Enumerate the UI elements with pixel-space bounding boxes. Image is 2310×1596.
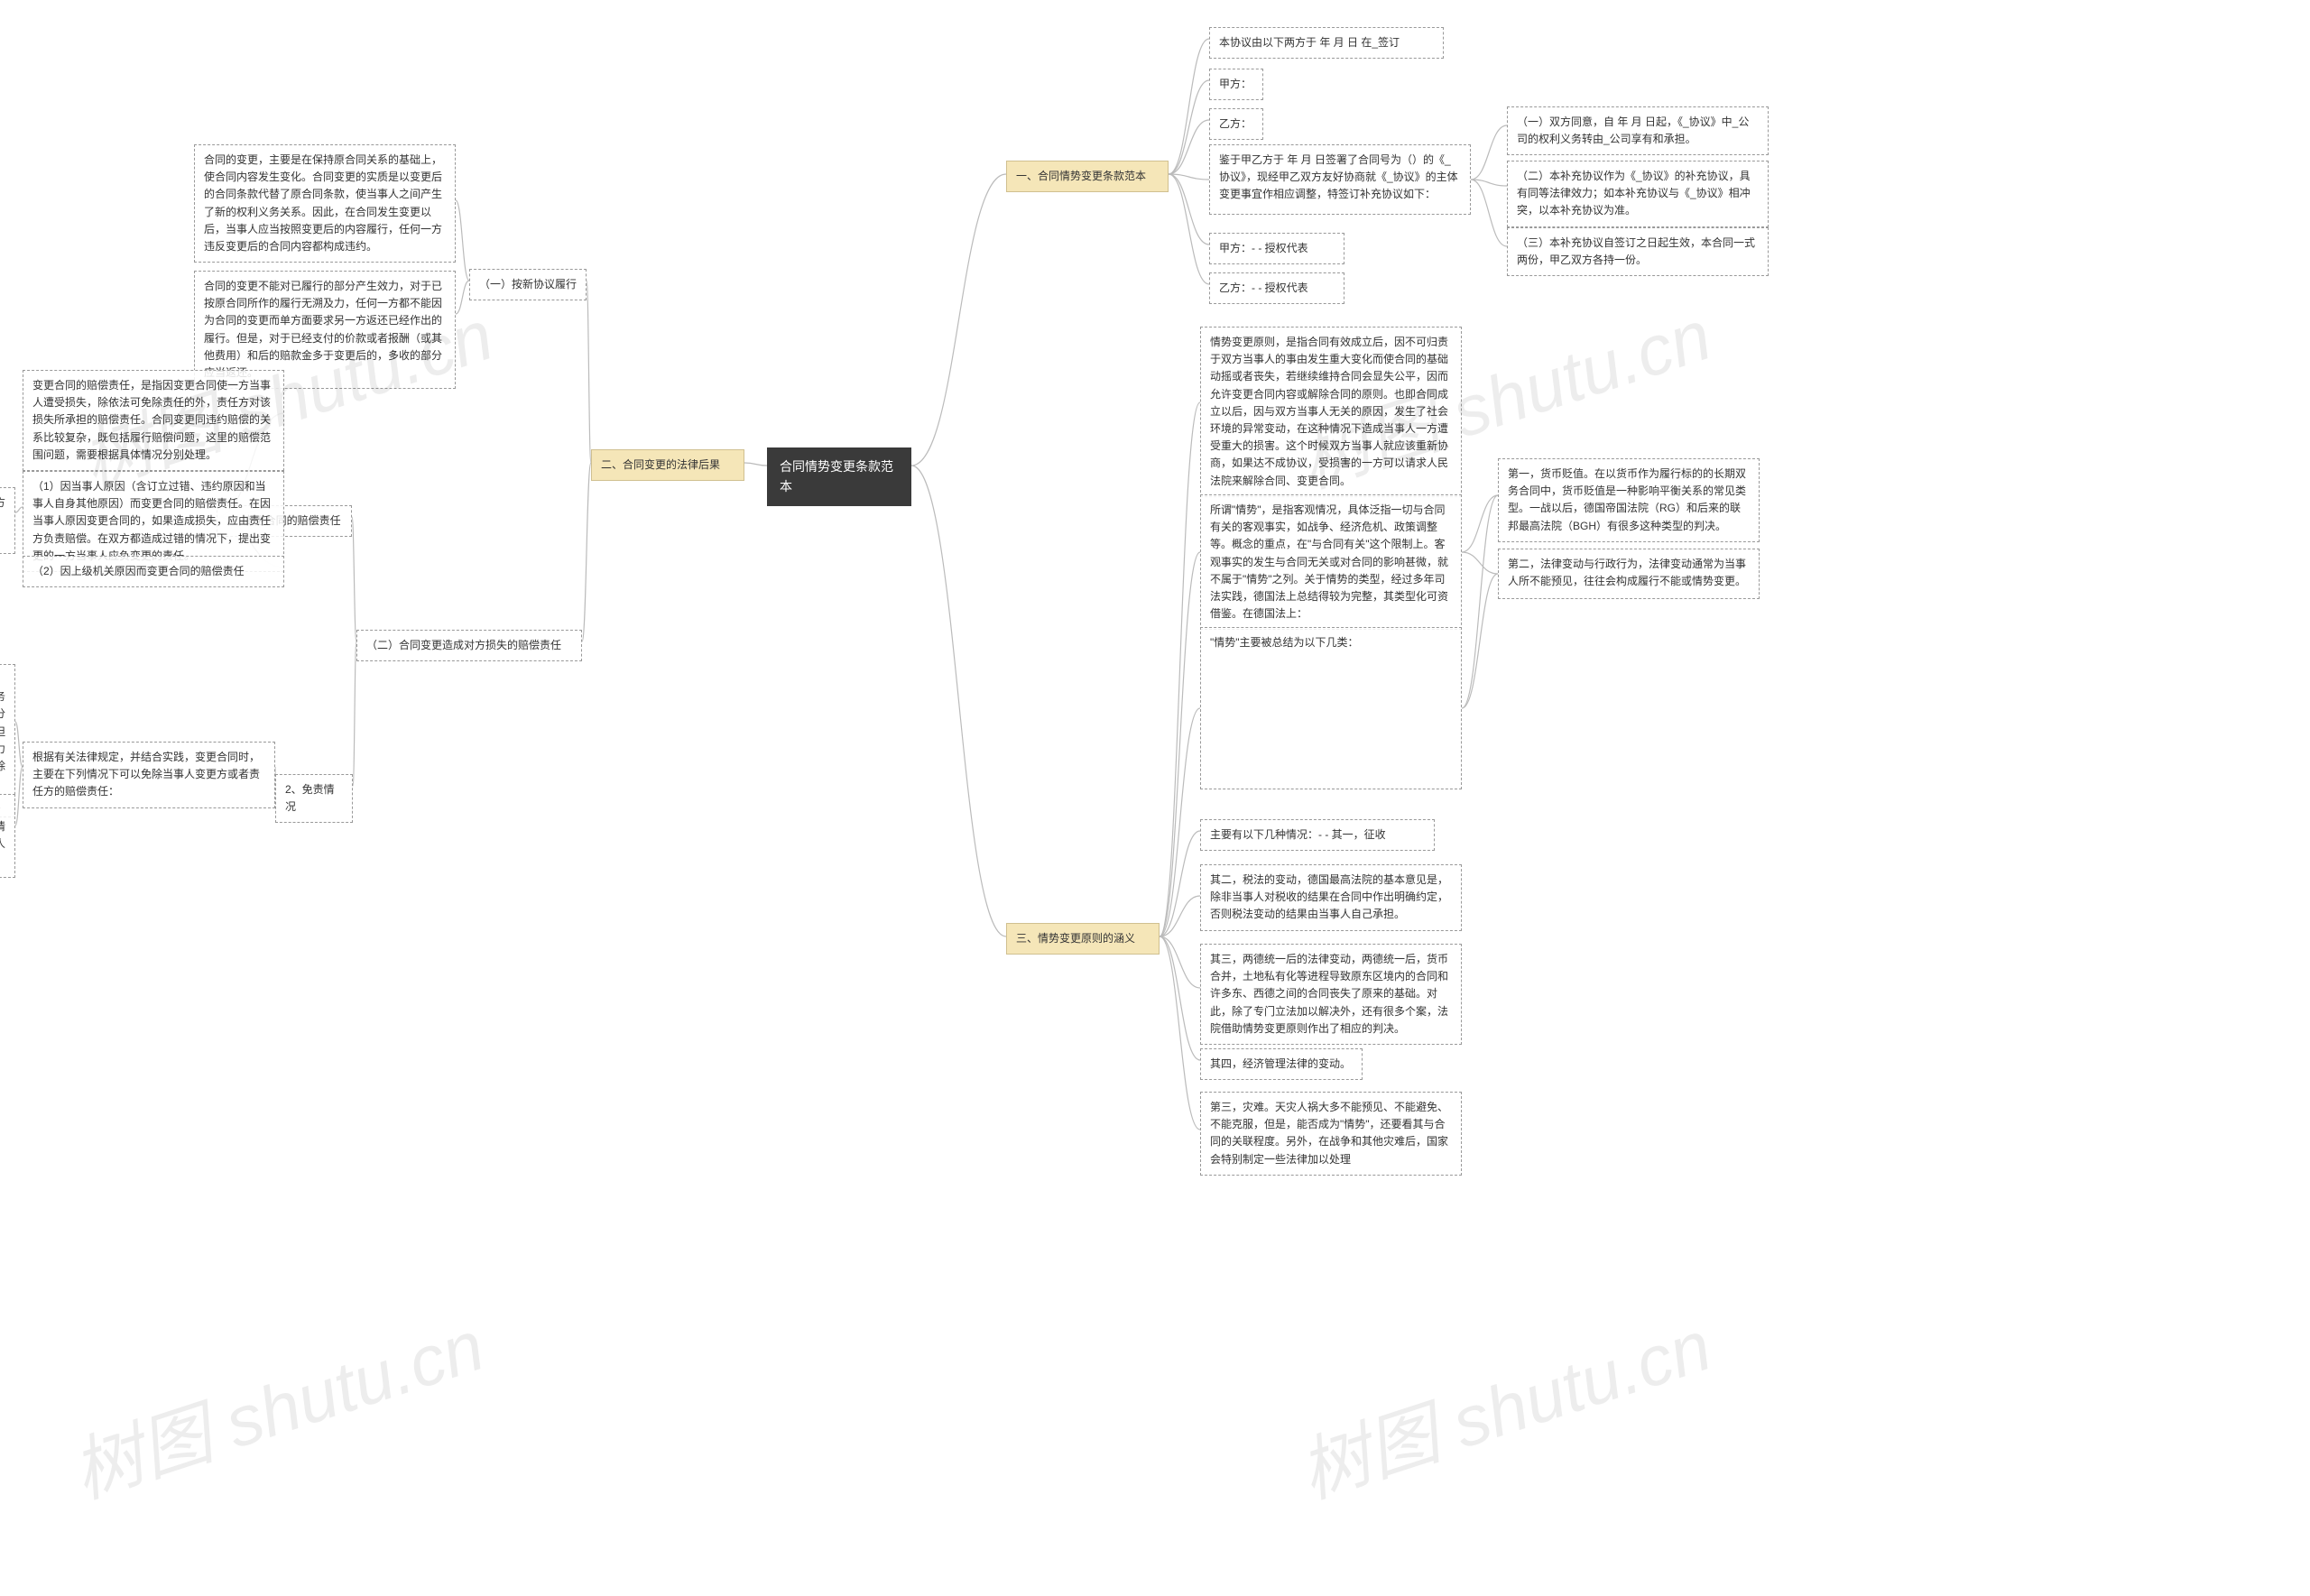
edge <box>1160 936 1200 988</box>
edge <box>1462 574 1498 708</box>
edge <box>744 463 767 466</box>
category-node: 三、情势变更原则的涵义 <box>1006 923 1160 955</box>
leaf-node: 其四，经济管理法律的变动。 <box>1200 1048 1363 1080</box>
edge <box>1169 174 1209 180</box>
leaf-node: 情势变更原则，是指合同有效成立后，因不可归责于双方当事人的事由发生重大变化而使合… <box>1200 327 1462 497</box>
leaf-node: 变更合同的赔偿责任，是指因变更合同使一方当事人遭受损失，除依法可免除责任的外，责… <box>23 370 284 471</box>
leaf-node: 合同的变更，主要是在保持原合同关系的基础上，使合同内容发生变化。合同变更的实质是… <box>194 144 456 263</box>
edge <box>1160 936 1200 1060</box>
edge <box>15 507 23 512</box>
leaf-node: 其二，税法的变动，德国最高法院的基本意见是，除非当事人对税收的结果在合同中作出明… <box>1200 864 1462 931</box>
edge <box>1160 708 1200 936</box>
category-node: 一、合同情势变更条款范本 <box>1006 161 1169 192</box>
leaf-node: 2、免责情况 <box>275 774 353 823</box>
edge <box>353 641 356 786</box>
edge <box>1471 180 1507 186</box>
leaf-node: （2）其他法律规定或者当事人约定变更合同时可以免责的，在合同明确规定免责的情况下… <box>0 794 15 878</box>
edge <box>1471 180 1507 246</box>
edge <box>1462 495 1498 552</box>
leaf-node: 乙方： <box>1209 108 1263 140</box>
leaf-node: （二）本补充协议作为《_协议》的补充协议，具有同等法律效力；如本补充协议与《_协… <box>1507 161 1769 227</box>
watermark: 树图 shutu.cn <box>1285 1290 1722 1518</box>
leaf-node: 主要有以下几种情况：- - 其一，征收 <box>1200 819 1435 851</box>
edge <box>1160 831 1200 936</box>
root-node: 合同情势变更条款范本 <box>767 447 911 506</box>
leaf-node: 甲方：- - 授权代表 <box>1209 233 1344 264</box>
watermark: 树图 shutu.cn <box>58 1290 494 1518</box>
leaf-node: 本协议由以下两方于 年 月 日 在_签订 <box>1209 27 1444 59</box>
leaf-node: 甲方： <box>1209 69 1263 100</box>
edge <box>1169 120 1209 174</box>
leaf-node: 鉴于甲乙方于 年 月 日签署了合同号为（）的《_协议》，现经甲乙双方友好协商就《… <box>1209 144 1471 215</box>
leaf-node: （二）合同变更造成对方损失的赔偿责任 <box>356 630 582 661</box>
category-node: 二、合同变更的法律后果 <box>591 449 744 481</box>
edge <box>15 722 23 767</box>
leaf-node: （一）按新协议履行 <box>469 269 587 300</box>
edge <box>1160 936 1200 1130</box>
leaf-node: 第一，货币贬值。在以货币作为履行标的的长期双务合同中，货币贬值是一种影响平衡关系… <box>1498 458 1760 542</box>
edge <box>1169 174 1209 284</box>
leaf-node: （2）因上级机关原因而变更合同的赔偿责任 <box>23 556 284 587</box>
edge <box>1462 495 1498 708</box>
leaf-node: （三）本补充协议自签订之日起生效，本合同一式两份，甲乙双方各持一份。 <box>1507 227 1769 276</box>
edge <box>1462 552 1498 574</box>
edge <box>1160 402 1200 936</box>
edge <box>911 466 1006 936</box>
edge <box>1169 39 1209 174</box>
leaf-node: （一）双方同意，自 年 月 日起，《_协议》中_公司的权利义务转由_公司享有和承… <box>1507 106 1769 155</box>
edge <box>456 281 469 314</box>
edge <box>1169 174 1209 244</box>
edge <box>456 200 469 281</box>
edge <box>352 517 356 641</box>
edge <box>587 281 591 463</box>
leaf-node: 第二，法律变动与行政行为，法律变动通常为当事人所不能预见，往往会构成履行不能或情… <box>1498 549 1760 599</box>
leaf-node: 根据有关法律规定，并结合实践，变更合同时，主要在下列情况下可以免除当事人变更方或… <box>23 742 275 808</box>
leaf-node: 其三，两德统一后的法律变动，两德统一后，货币合并，土地私有化等进程导致原东区境内… <box>1200 944 1462 1045</box>
edge <box>1471 125 1507 180</box>
edge <box>1169 80 1209 174</box>
leaf-node: 第三，灾难。天灾人祸大多不能预见、不能避免、不能克服，但是，能否成为"情势"，还… <box>1200 1092 1462 1176</box>
edge <box>1160 552 1200 936</box>
leaf-node: 所谓"情势"，是指客观情况，具体泛指一切与合同有关的客观事实，如战争、经济危机、… <box>1200 494 1462 630</box>
leaf-node: 需要指出的是，如果合同的变更是由于双方当事人的责任，就应根据各自责任的大小，由各… <box>0 487 15 554</box>
edge <box>1160 896 1200 936</box>
edge <box>911 174 1006 466</box>
edge <box>582 463 591 641</box>
leaf-node: 乙方：- - 授权代表 <box>1209 272 1344 304</box>
edge <box>15 767 23 826</box>
leaf-node: "情势"主要被总结为以下几类： <box>1200 627 1462 789</box>
